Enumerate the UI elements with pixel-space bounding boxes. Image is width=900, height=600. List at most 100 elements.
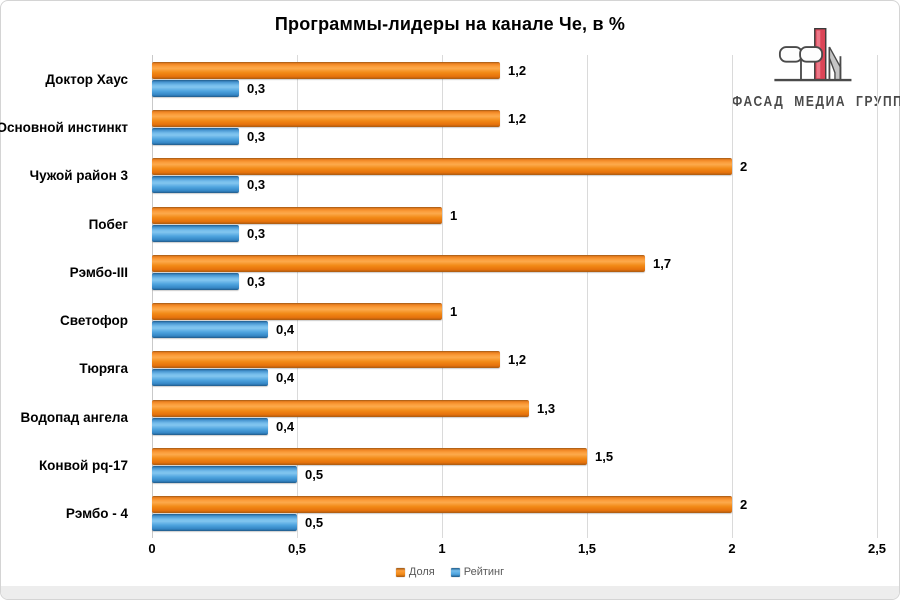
value-label: 0,5 — [305, 467, 324, 483]
legend-label: Доля — [408, 566, 435, 578]
category-label: Светофор — [59, 313, 128, 329]
value-label: 1,2 — [508, 352, 527, 368]
logo-text: ФАСАД МЕДИА ГРУПП — [732, 92, 900, 110]
bar-wrap: 1,2 — [152, 61, 877, 79]
bar-wrap: 1,7 — [152, 254, 877, 272]
category-label: Рэмбо-III — [69, 264, 128, 280]
value-label: 1,2 — [508, 62, 527, 78]
share-bar[interactable] — [152, 496, 732, 514]
gridline — [297, 55, 298, 538]
bar-wrap: 0,5 — [152, 514, 877, 532]
x-tick: 0,5 — [287, 541, 307, 556]
value-label: 1,3 — [537, 400, 556, 416]
value-label: 2 — [740, 159, 748, 175]
bar-wrap: 0,3 — [152, 176, 877, 194]
rating-bar[interactable] — [152, 176, 239, 194]
x-tick: 0 — [148, 541, 156, 556]
gridline — [877, 55, 878, 538]
value-label: 0,3 — [247, 80, 266, 96]
rating-bar[interactable] — [152, 417, 268, 435]
share-bar[interactable] — [152, 448, 587, 466]
x-tick: 1,5 — [577, 541, 597, 556]
bar-row: 1,2 0,3 — [152, 55, 877, 103]
share-bar[interactable] — [152, 206, 442, 224]
bar-row: 1 0,4 — [152, 296, 877, 344]
value-label: 1,5 — [595, 449, 614, 465]
gridlines — [152, 55, 878, 538]
bar-wrap: 2 — [152, 158, 877, 176]
gridline — [587, 55, 588, 538]
category-label: Основной инстинкт — [0, 119, 128, 135]
bar-row: 1,7 0,3 — [152, 248, 877, 296]
rating-bar[interactable] — [152, 369, 268, 387]
bar-row: 1 0,3 — [152, 200, 877, 248]
share-bar[interactable] — [152, 158, 732, 176]
chart-title: Программы-лидеры на канале Че, в % — [274, 14, 626, 34]
bar-wrap: 1 — [152, 303, 877, 321]
value-label: 1,7 — [653, 255, 672, 271]
bar-row: 2 0,3 — [152, 152, 877, 200]
legend-label: Рейтинг — [463, 566, 505, 578]
bar-wrap: 0,3 — [152, 224, 877, 242]
share-bar[interactable] — [152, 351, 500, 369]
plot-area: 1,2 0,3 1,2 0,3 2 0,3 1 0,3 1,7 0,3 1 0,4 1,2 0,4 1,3 0… — [152, 55, 878, 538]
bar-wrap: 0,4 — [152, 417, 877, 435]
rating-bar[interactable] — [152, 127, 239, 145]
value-label: 0,3 — [247, 273, 266, 289]
bar-wrap: 2 — [152, 496, 877, 514]
x-tick: 2,5 — [867, 541, 887, 556]
legend-item-share[interactable]: Доля — [395, 566, 435, 578]
bar-wrap: 1 — [152, 206, 877, 224]
bar-row: 1,5 0,5 — [152, 441, 877, 489]
rating-bar[interactable] — [152, 321, 268, 339]
bar-wrap: 0,3 — [152, 127, 877, 145]
category-label: Рэмбо - 4 — [65, 506, 128, 522]
legend: Доля Рейтинг — [0, 566, 900, 578]
bottom-strip — [1, 586, 899, 599]
bar-wrap: 1,3 — [152, 399, 877, 417]
bar-wrap: 0,3 — [152, 79, 877, 97]
value-label: 0,3 — [247, 128, 266, 144]
gridline — [732, 55, 733, 538]
category-label: Побег — [88, 216, 128, 232]
legend-item-rating[interactable]: Рейтинг — [450, 566, 505, 578]
y-axis-line — [152, 55, 153, 538]
bar-wrap: 0,5 — [152, 466, 877, 484]
bar-row: 2 0,5 — [152, 490, 877, 538]
value-label: 0,4 — [276, 418, 295, 434]
gridline — [442, 55, 443, 538]
rating-bar[interactable] — [152, 466, 297, 484]
value-label: 0,4 — [276, 370, 295, 386]
bar-wrap: 1,2 — [152, 109, 877, 127]
rating-bar[interactable] — [152, 514, 297, 532]
bar-rows: 1,2 0,3 1,2 0,3 2 0,3 1 0,3 1,7 0,3 1 0,4 1,2 0,4 1,3 0… — [152, 55, 877, 538]
x-axis: 0 0,5 1 1,5 2 2,5 — [148, 541, 886, 557]
category-label: Тюряга — [79, 361, 128, 377]
value-label: 1 — [450, 207, 458, 223]
bar-wrap: 0,4 — [152, 369, 877, 387]
value-label: 2 — [740, 497, 748, 513]
value-label: 0,5 — [305, 515, 324, 531]
category-label: Водопад ангела — [20, 409, 129, 425]
share-bar[interactable] — [152, 109, 500, 127]
company-logo: ФАСАД МЕДИА ГРУПП — [732, 14, 900, 110]
category-label: Конвой pq-17 — [38, 458, 128, 474]
share-bar[interactable] — [152, 399, 529, 417]
category-label: Чужой район 3 — [29, 168, 128, 184]
rating-bar[interactable] — [152, 224, 239, 242]
category-label: Доктор Хаус — [45, 71, 128, 87]
rating-bar[interactable] — [152, 272, 239, 290]
share-bar[interactable] — [152, 61, 500, 79]
share-bar[interactable] — [152, 254, 645, 272]
rating-bar[interactable] — [152, 79, 239, 97]
rating-swatch-icon — [450, 567, 460, 577]
x-tick: 1 — [438, 541, 446, 556]
bar-wrap: 1,5 — [152, 448, 877, 466]
value-label: 0,3 — [247, 177, 266, 193]
bar-row: 1,2 0,4 — [152, 345, 877, 393]
bar-row: 1,2 0,3 — [152, 103, 877, 151]
bar-wrap: 0,3 — [152, 272, 877, 290]
bar-row: 1,3 0,4 — [152, 393, 877, 441]
share-bar[interactable] — [152, 303, 442, 321]
category-labels: Доктор Хаус Основной инстинкт Чужой район … — [0, 55, 140, 538]
